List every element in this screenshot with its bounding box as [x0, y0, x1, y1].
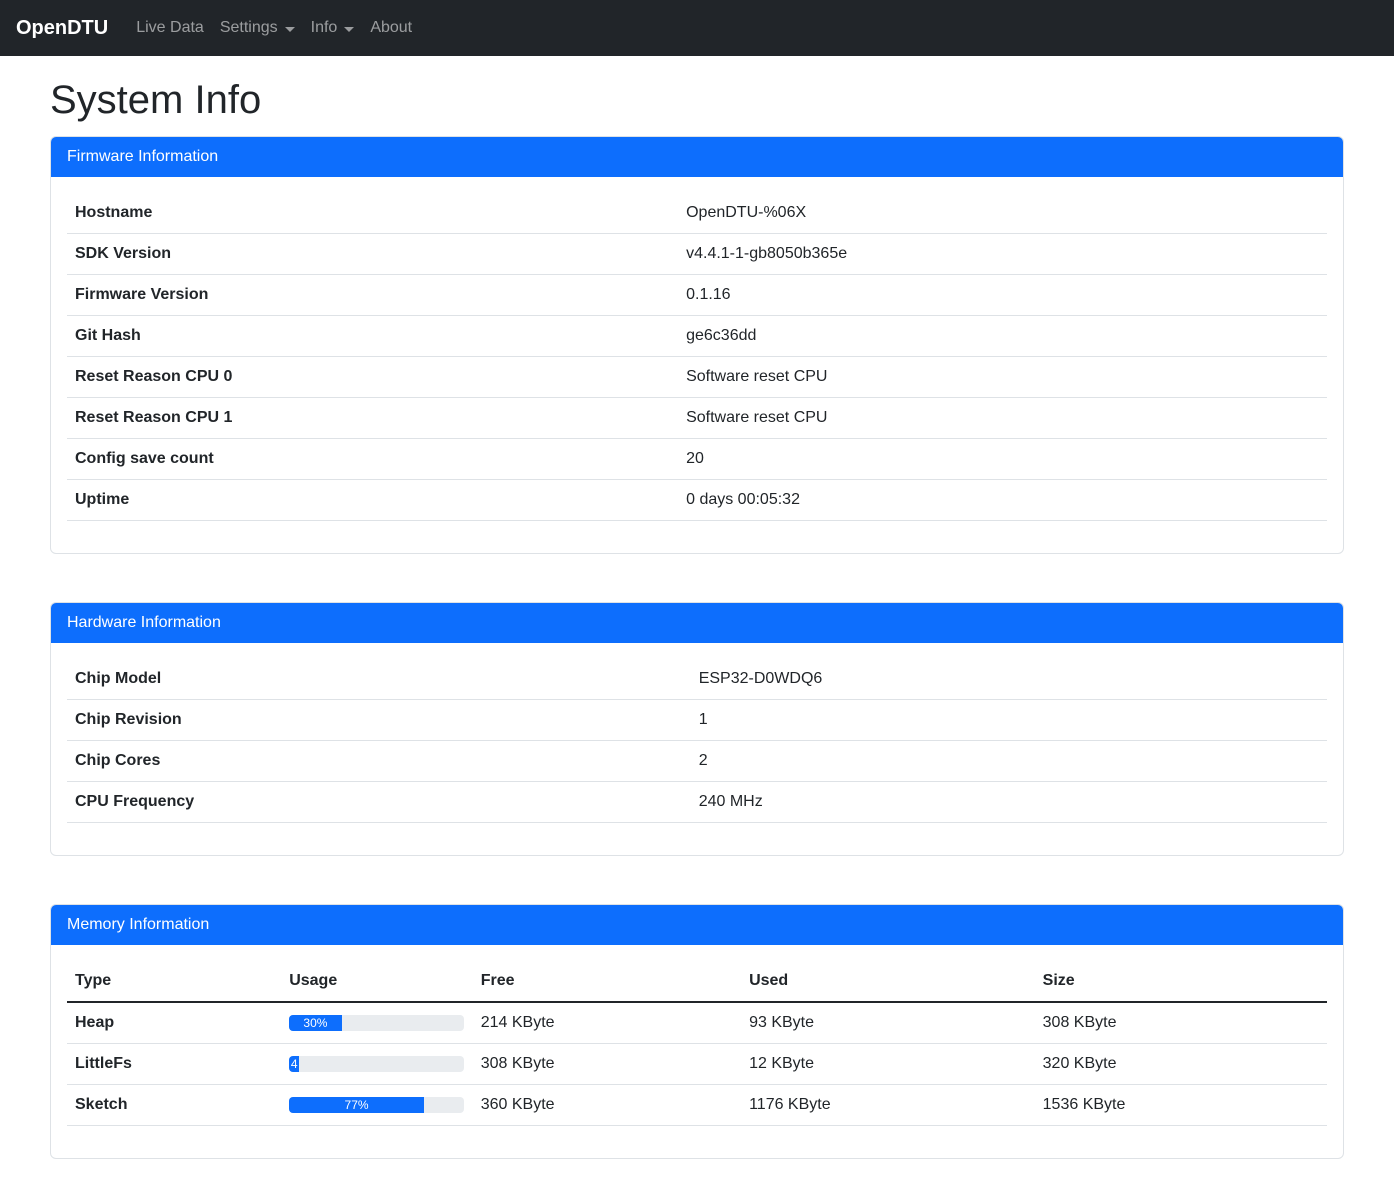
table-row: Firmware Version 0.1.16 [67, 274, 1327, 316]
memory-used-value: 93 KByte [741, 1002, 1035, 1044]
row-value: 2 [690, 740, 1327, 782]
nav-item[interactable]: Info [303, 11, 363, 45]
column-header-free: Free [472, 961, 742, 1003]
table-row: Chip Model ESP32-D0WDQ6 [67, 659, 1327, 700]
main-content: System Info Firmware Information Hostnam… [50, 76, 1344, 1159]
firmware-table-body: Hostname OpenDTU-%06X SDK Version v4.4.1… [67, 193, 1327, 521]
row-value: 1 [690, 699, 1327, 741]
hardware-info-card: Hardware Information Chip Model ESP32-D0… [50, 602, 1344, 856]
memory-table-body: Heap 30% 214 KByte 93 KByte 308 KByte [67, 1002, 1327, 1126]
row-label: CPU Frequency [67, 781, 691, 823]
column-header-usage: Usage [281, 961, 473, 1003]
memory-size-value: 1536 KByte [1034, 1084, 1327, 1126]
hardware-table: Chip Model ESP32-D0WDQ6 Chip Revision 1 … [67, 659, 1327, 823]
row-label: Git Hash [67, 315, 679, 357]
row-value: OpenDTU-%06X [678, 193, 1327, 234]
usage-progress-track: 4 [289, 1056, 465, 1072]
memory-size-value: 320 KByte [1034, 1043, 1327, 1085]
table-row: Uptime 0 days 00:05:32 [67, 479, 1327, 521]
memory-usage-cell: 30% [281, 1002, 473, 1044]
nav-item-label: Live Data [136, 19, 204, 36]
column-header-size: Size [1034, 961, 1327, 1003]
column-header-used: Used [741, 961, 1035, 1003]
memory-type-label: Heap [67, 1002, 282, 1044]
row-value: 20 [678, 438, 1327, 480]
hardware-card-body: Chip Model ESP32-D0WDQ6 Chip Revision 1 … [51, 643, 1343, 855]
table-row: CPU Frequency 240 MHz [67, 781, 1327, 823]
memory-used-value: 1176 KByte [741, 1084, 1035, 1126]
row-value: ESP32-D0WDQ6 [690, 659, 1327, 700]
nav-item[interactable]: Settings [212, 11, 303, 45]
nav-item[interactable]: Live Data [128, 11, 212, 45]
memory-card-body: Type Usage Free Used Size Heap [51, 945, 1343, 1158]
memory-card-header: Memory Information [51, 905, 1343, 945]
row-value: 0.1.16 [678, 274, 1327, 316]
memory-free-value: 214 KByte [472, 1002, 742, 1044]
memory-usage-cell: 4 [281, 1043, 473, 1085]
table-row: SDK Version v4.4.1-1-gb8050b365e [67, 233, 1327, 275]
memory-type-label: LittleFs [67, 1043, 282, 1085]
table-row: Git Hash ge6c36dd [67, 315, 1327, 357]
memory-free-value: 360 KByte [472, 1084, 742, 1126]
usage-progress-track: 30% [289, 1015, 465, 1031]
memory-used-value: 12 KByte [741, 1043, 1035, 1085]
row-value: v4.4.1-1-gb8050b365e [678, 233, 1327, 275]
row-value: Software reset CPU [678, 356, 1327, 398]
memory-type-label: Sketch [67, 1084, 282, 1126]
firmware-info-card: Firmware Information Hostname OpenDTU-%0… [50, 136, 1344, 554]
table-row: Hostname OpenDTU-%06X [67, 193, 1327, 234]
row-label: Firmware Version [67, 274, 679, 316]
row-label: Config save count [67, 438, 679, 480]
usage-progress-bar: 30% [289, 1015, 342, 1031]
row-value: ge6c36dd [678, 315, 1327, 357]
navbar-brand[interactable]: OpenDTU [16, 16, 109, 39]
table-row: Chip Cores 2 [67, 740, 1327, 782]
table-row: Reset Reason CPU 0 Software reset CPU [67, 356, 1327, 398]
table-row: Chip Revision 1 [67, 699, 1327, 741]
table-row: Heap 30% 214 KByte 93 KByte 308 KByte [67, 1002, 1327, 1044]
usage-progress-bar: 4 [289, 1056, 300, 1072]
navbar-nav: Live Data Settings Info About [128, 11, 420, 45]
firmware-card-header: Firmware Information [51, 137, 1343, 177]
firmware-table: Hostname OpenDTU-%06X SDK Version v4.4.1… [67, 193, 1327, 521]
hardware-table-body: Chip Model ESP32-D0WDQ6 Chip Revision 1 … [67, 659, 1327, 823]
memory-usage-cell: 77% [281, 1084, 473, 1126]
row-value: Software reset CPU [678, 397, 1327, 439]
row-label: SDK Version [67, 233, 679, 275]
table-row: Sketch 77% 360 KByte 1176 KByte 1536 KBy… [67, 1084, 1327, 1126]
page-title: System Info [50, 78, 262, 122]
row-value: 0 days 00:05:32 [678, 479, 1327, 521]
navbar: OpenDTU Live Data Settings Info About [0, 0, 1394, 56]
nav-item-label: Info [310, 19, 338, 36]
row-value: 240 MHz [690, 781, 1327, 823]
row-label: Uptime [67, 479, 679, 521]
memory-table: Type Usage Free Used Size Heap [67, 961, 1327, 1126]
memory-size-value: 308 KByte [1034, 1002, 1327, 1044]
memory-info-card: Memory Information Type Usage Free Used … [50, 904, 1344, 1159]
nav-item[interactable]: About [362, 11, 420, 45]
table-header-row: Type Usage Free Used Size [67, 961, 1327, 1003]
column-header-type: Type [67, 961, 282, 1003]
row-label: Reset Reason CPU 1 [67, 397, 679, 439]
memory-table-head: Type Usage Free Used Size [67, 961, 1327, 1003]
table-row: LittleFs 4 308 KByte 12 KByte 320 KByte [67, 1043, 1327, 1085]
nav-item-label: About [370, 19, 413, 36]
hardware-card-header: Hardware Information [51, 603, 1343, 643]
nav-item-label: Settings [219, 19, 278, 36]
chevron-down-icon [344, 26, 355, 32]
table-row: Config save count 20 [67, 438, 1327, 480]
row-label: Hostname [67, 193, 679, 234]
row-label: Chip Model [67, 659, 691, 700]
chevron-down-icon [284, 26, 295, 32]
memory-free-value: 308 KByte [472, 1043, 742, 1085]
firmware-card-body: Hostname OpenDTU-%06X SDK Version v4.4.1… [51, 177, 1343, 553]
usage-progress-track: 77% [289, 1097, 465, 1113]
row-label: Chip Cores [67, 740, 691, 782]
row-label: Reset Reason CPU 0 [67, 356, 679, 398]
usage-progress-bar: 77% [289, 1097, 424, 1113]
table-row: Reset Reason CPU 1 Software reset CPU [67, 397, 1327, 439]
row-label: Chip Revision [67, 699, 691, 741]
